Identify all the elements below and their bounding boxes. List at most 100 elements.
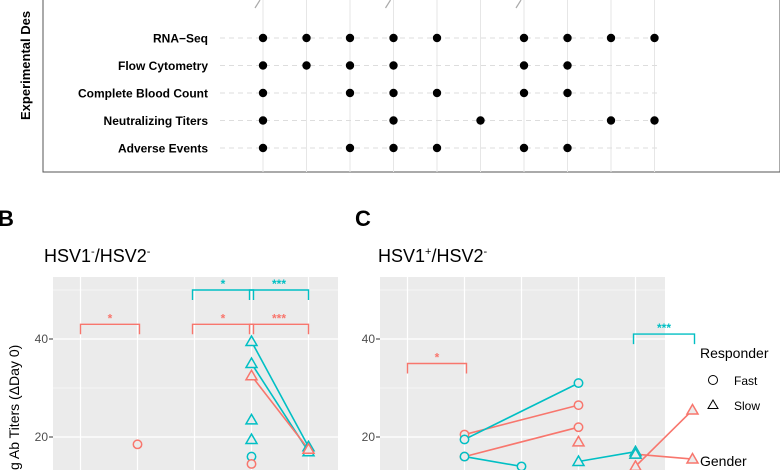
panel-c-letter: C <box>355 206 371 231</box>
panel-c-series-line <box>464 426 579 458</box>
panel-b-sig-label: *** <box>272 311 286 325</box>
panel-b-ytick-40: 40 <box>35 332 49 346</box>
dot-rna-seq <box>258 33 268 43</box>
panel-b: B HSV1-/HSV2- g Ab Titers (ΔDay 0) 40 20… <box>0 206 338 470</box>
panel-c-sig-bracket <box>632 333 696 345</box>
dot-neutralizing-titers <box>476 116 485 125</box>
panel-b-sig-bracket <box>79 323 141 335</box>
row-label-flow-cytometry: Flow Cytometry <box>118 59 208 73</box>
panel-c-plot-area <box>380 277 665 470</box>
panel-b-y-axis-label: g Ab Titers (ΔDay 0) <box>6 345 22 470</box>
panel-c-point-triangle <box>629 459 642 470</box>
panel-c-sig-label: * <box>435 351 440 365</box>
panel-c-point-circle <box>459 434 470 445</box>
panel-c-point-circle <box>516 461 527 470</box>
panel-b-point-triangle <box>301 442 316 454</box>
panel-b-sig-bracket <box>248 323 310 335</box>
panel-b-title-sup2: - <box>147 246 151 258</box>
dot-flow-cytometry <box>258 61 268 70</box>
panel-c-title: HSV1+/HSV2- <box>378 246 488 266</box>
panel-c-point-circle <box>459 451 470 462</box>
panel-c-title-part1: HSV1 <box>378 246 425 266</box>
panel-b-title-sup1: - <box>91 246 95 258</box>
legend-fast-circle-icon <box>708 375 718 385</box>
panel-c-series-line <box>635 453 693 460</box>
legend: Responder Fast Slow Gender <box>700 345 769 469</box>
panel-b-title-part2: /HSV2 <box>95 246 147 266</box>
row-label-neutralizing-titers: Neutralizing Titers <box>104 114 209 128</box>
dot-adverse-events <box>345 143 355 153</box>
panel-b-sig-label: * <box>108 311 113 325</box>
dot-neutralizing-titers <box>258 116 268 125</box>
panel-b-sig-bracket <box>191 289 255 300</box>
panel-c-point-triangle <box>685 452 700 464</box>
dot-complete-blood-count <box>519 88 529 98</box>
panel-c-series-line <box>578 450 636 463</box>
dot-flow-cytometry <box>519 61 529 70</box>
panel-b-sig-label: *** <box>272 277 286 291</box>
panel-c-ytick-40: 40 <box>362 332 376 346</box>
dot-adverse-events <box>258 143 268 153</box>
top-y-axis-label: Experimental Des <box>18 11 33 120</box>
panel-b-sig-label: * <box>221 311 226 325</box>
dot-complete-blood-count <box>389 88 398 98</box>
dot-rna-seq <box>650 33 659 43</box>
dot-neutralizing-titers <box>606 116 616 125</box>
panel-c-point-triangle <box>628 447 643 459</box>
panel-c-title-part2: /HSV2 <box>431 246 483 266</box>
panel-c-sig-bracket <box>406 362 468 374</box>
panel-c-ytick-20: 20 <box>362 430 376 444</box>
dot-flow-cytometry <box>389 61 398 70</box>
panel-b-series-line <box>250 375 310 450</box>
dot-rna-seq <box>302 33 311 43</box>
panel-c-point-circle <box>573 422 584 433</box>
panel-b-point-triangle <box>244 334 259 347</box>
panel-c-series-line <box>464 455 522 468</box>
panel-b-letter: B <box>0 206 14 231</box>
dot-adverse-events <box>432 143 442 153</box>
legend-slow-label: Slow <box>734 399 760 413</box>
panel-c-point-circle <box>573 378 584 389</box>
panel-b-point-triangle <box>244 432 259 445</box>
dot-rna-seq <box>389 33 398 43</box>
panel-b-sig-bracket <box>248 289 310 300</box>
top-cropped-marker <box>515 0 522 9</box>
dot-adverse-events <box>563 143 572 153</box>
dot-flow-cytometry <box>302 61 311 70</box>
panel-c-title-sup1: + <box>425 246 431 258</box>
dot-complete-blood-count <box>345 88 355 98</box>
panel-b-point-circle <box>132 439 143 450</box>
dot-rna-seq <box>432 33 442 43</box>
dot-rna-seq <box>606 33 616 43</box>
dot-complete-blood-count <box>432 88 442 98</box>
panel-b-series-line <box>250 341 310 448</box>
legend-responder-title: Responder <box>700 345 769 361</box>
panel-c-sig-label: *** <box>657 321 671 335</box>
panel-b-plot-area <box>53 277 338 470</box>
dot-rna-seq <box>563 33 572 43</box>
dot-complete-blood-count <box>563 88 572 98</box>
panel-c-point-circle <box>573 400 584 411</box>
dot-flow-cytometry <box>345 61 355 70</box>
panel-b-point-circle <box>246 459 257 469</box>
panel-c-point-triangle <box>685 403 700 415</box>
panel-c-point-triangle <box>571 434 586 447</box>
dot-adverse-events <box>389 143 398 153</box>
panel-b-sig-label: * <box>221 277 226 291</box>
dot-rna-seq <box>345 33 355 43</box>
panel-c: C HSV1+/HSV2- 40 20 **** <box>355 206 700 470</box>
dot-complete-blood-count <box>258 88 268 98</box>
row-label-rna-seq: RNA−Seq <box>153 32 208 46</box>
experimental-design-panel: Experimental Des RNA−Seq Flow Cytometry Co… <box>18 0 780 173</box>
dot-neutralizing-titers <box>389 116 398 125</box>
panel-b-sig-bracket <box>191 323 255 335</box>
dot-flow-cytometry <box>563 61 572 70</box>
top-panel-frame <box>42 0 780 173</box>
row-label-complete-blood-count: Complete Blood Count <box>78 87 208 101</box>
panel-b-ytick-20: 20 <box>35 430 49 444</box>
dot-rna-seq <box>519 33 529 43</box>
row-label-adverse-events: Adverse Events <box>118 142 208 156</box>
panel-b-point-triangle <box>244 356 259 369</box>
legend-gender-title: Gender <box>700 453 747 469</box>
